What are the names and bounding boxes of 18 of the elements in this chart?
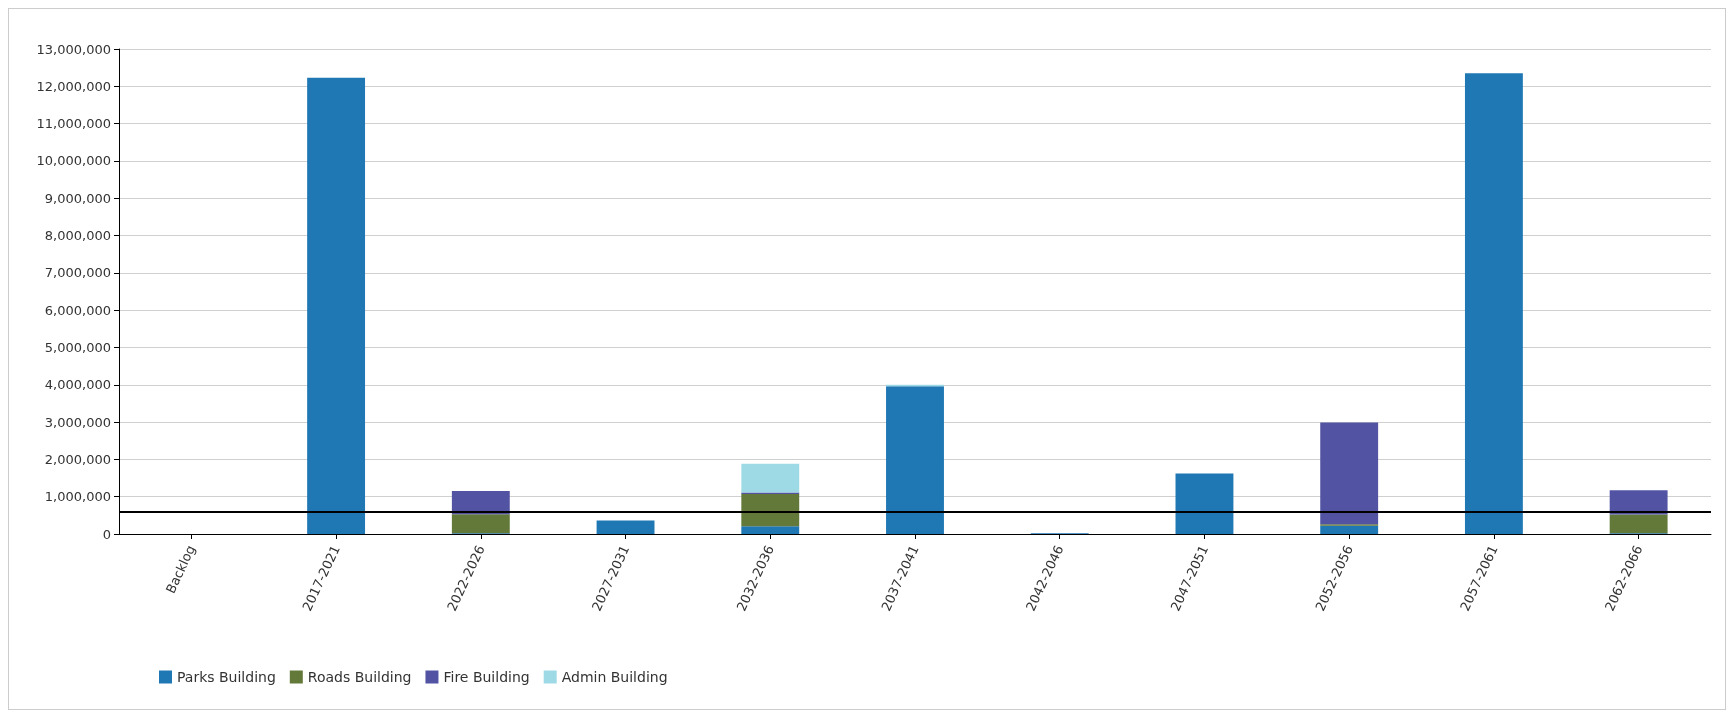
y-tick-label: 4,000,000 (44, 377, 111, 393)
y-tick-label: 3,000,000 (44, 414, 111, 430)
y-tick-label: 7,000,000 (44, 265, 111, 281)
y-tick-label: 13,000,000 (36, 41, 111, 57)
legend-label: Admin Building (561, 669, 668, 685)
y-tick-label: 11,000,000 (36, 116, 111, 132)
y-tick-label: 1,000,000 (44, 489, 111, 505)
y-tick-label: 0 (102, 526, 111, 542)
y-tick-label: 5,000,000 (44, 339, 111, 355)
y-tick-label: 10,000,000 (36, 153, 111, 169)
y-tick-label: 9,000,000 (44, 190, 111, 206)
y-tick-label: 6,000,000 (44, 302, 111, 318)
legend-label: Roads Building (307, 669, 412, 685)
y-tick-label: 2,000,000 (44, 451, 111, 467)
legend-label: Fire Building (443, 669, 530, 685)
y-tick-label: 8,000,000 (44, 228, 111, 244)
y-tick-label: 12,000,000 (36, 78, 111, 94)
legend-label: Parks Building (177, 669, 276, 685)
